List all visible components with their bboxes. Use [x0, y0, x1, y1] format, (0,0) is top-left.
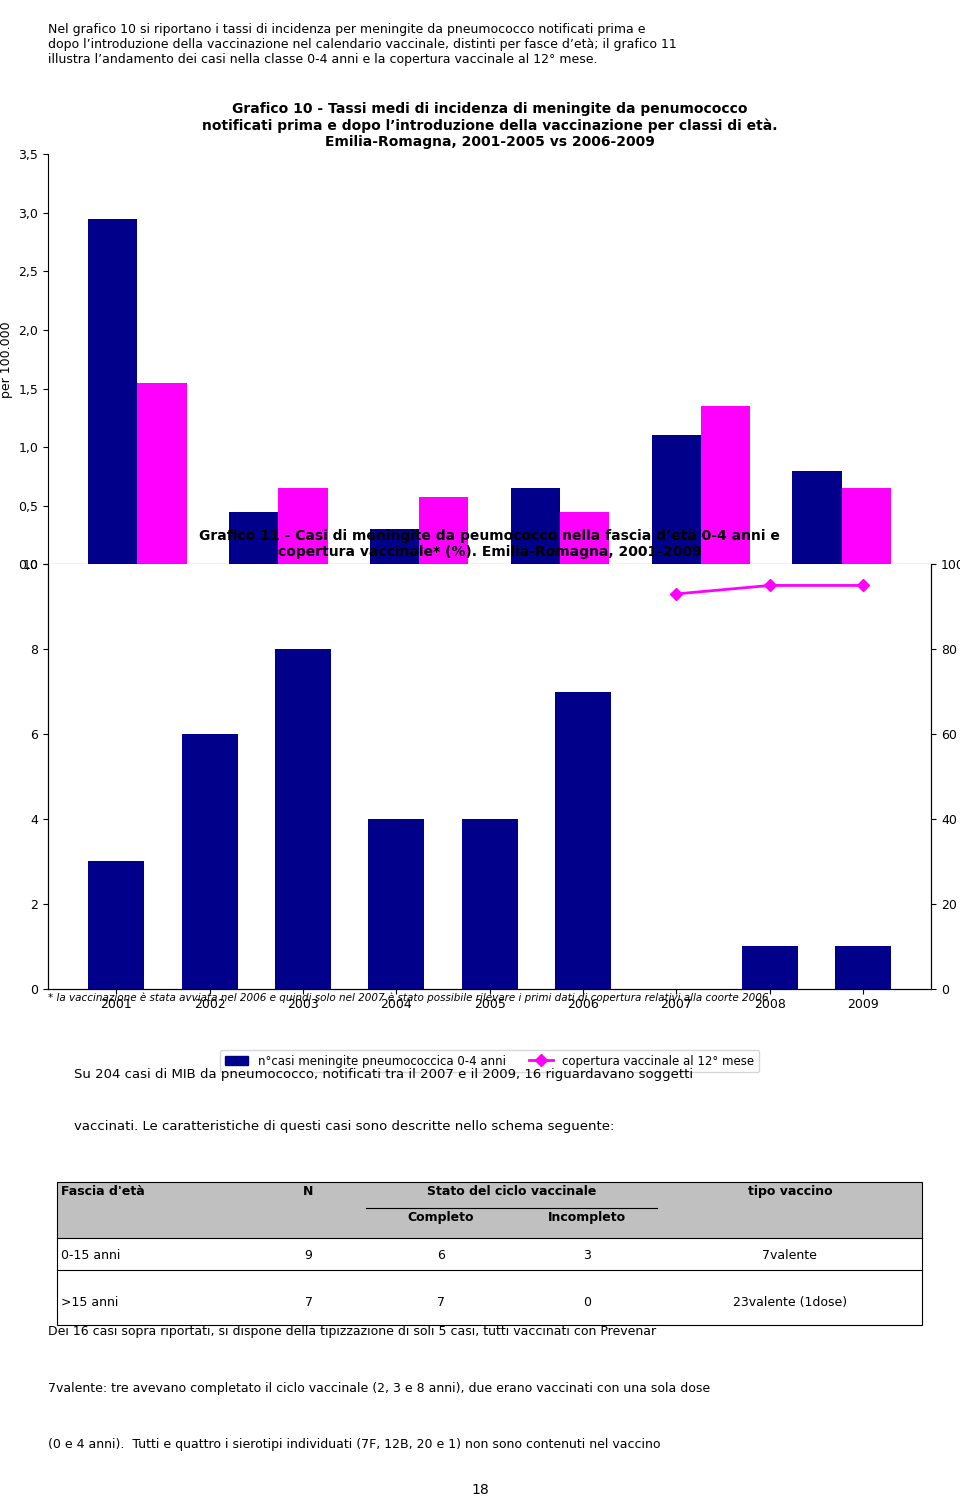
Text: Nel grafico 10 si riportano i tassi di incidenza per meningite da pneumococco no: Nel grafico 10 si riportano i tassi di i…	[48, 23, 677, 65]
Text: >15 anni: >15 anni	[61, 1296, 119, 1310]
Text: Dei 16 casi sopra riportati, si dispone della tipizzazione di soli 5 casi, tutti: Dei 16 casi sopra riportati, si dispone …	[48, 1325, 656, 1338]
Title: Grafico 10 - Tassi medi di incidenza di meningite da penumococco
notificati prim: Grafico 10 - Tassi medi di incidenza di …	[202, 103, 778, 149]
Bar	[275, 649, 331, 988]
Text: vaccinati. Le caratteristiche di questi casi sono descritte nello schema seguent: vaccinati. Le caratteristiche di questi …	[75, 1120, 614, 1133]
Bar	[511, 487, 560, 564]
Bar	[370, 530, 420, 564]
Text: 9: 9	[304, 1249, 313, 1262]
Bar	[462, 819, 517, 988]
Text: 7valente: 7valente	[762, 1249, 817, 1262]
Text: tipo vaccino: tipo vaccino	[748, 1185, 832, 1198]
Text: (0 e 4 anni).  Tutti e quattro i sierotipi individuati (7F, 12B, 20 e 1) non son: (0 e 4 anni). Tutti e quattro i sierotip…	[48, 1438, 660, 1452]
Text: 23valente (1dose): 23valente (1dose)	[732, 1296, 847, 1310]
Text: N: N	[303, 1185, 314, 1198]
Text: 0-15 anni: 0-15 anni	[61, 1249, 121, 1262]
Text: 18: 18	[471, 1483, 489, 1497]
Legend: pre-vaccino, post-vaccino: pre-vaccino, post-vaccino	[368, 635, 612, 659]
Text: Completo: Completo	[408, 1212, 474, 1224]
Bar	[835, 946, 891, 988]
Bar	[369, 819, 424, 988]
Bar	[555, 691, 611, 988]
Bar	[742, 946, 798, 988]
Text: 7: 7	[304, 1296, 313, 1310]
Text: 7valente: tre avevano completato il ciclo vaccinale (2, 3 e 8 anni), due erano v: 7valente: tre avevano completato il cicl…	[48, 1382, 710, 1394]
Y-axis label: per 100.000: per 100.000	[0, 321, 12, 397]
Bar	[792, 471, 842, 564]
Text: 6: 6	[437, 1249, 445, 1262]
Text: Stato del ciclo vaccinale: Stato del ciclo vaccinale	[427, 1185, 596, 1198]
Bar	[560, 512, 610, 564]
Bar	[701, 406, 750, 564]
Bar	[842, 487, 891, 564]
Title: Grafico 11 - Casi di meningite da peumococco nella fascia d’età 0-4 anni e
coper: Grafico 11 - Casi di meningite da peumoc…	[199, 528, 780, 558]
Bar	[229, 512, 278, 564]
Text: 0: 0	[583, 1296, 590, 1310]
Bar	[57, 1182, 923, 1237]
Bar	[88, 219, 137, 564]
Bar	[137, 383, 187, 564]
Text: * la vaccinazione è stata avviata nel 2006 e quindi solo nel 2007 è stato possib: * la vaccinazione è stata avviata nel 20…	[48, 993, 769, 1003]
Text: 3: 3	[583, 1249, 590, 1262]
Text: Fascia d'età: Fascia d'età	[61, 1185, 145, 1198]
Legend: n°casi meningite pneumococcica 0-4 anni, copertura vaccinale al 12° mese: n°casi meningite pneumococcica 0-4 anni,…	[220, 1050, 759, 1073]
Bar	[88, 862, 144, 988]
Bar	[181, 733, 237, 988]
Text: Incompleto: Incompleto	[548, 1212, 626, 1224]
Bar	[278, 487, 327, 564]
Bar	[420, 498, 468, 564]
Text: Su 204 casi di MIB da pneumococco, notificati tra il 2007 e il 2009, 16 riguarda: Su 204 casi di MIB da pneumococco, notif…	[75, 1068, 694, 1080]
Text: 7: 7	[437, 1296, 445, 1310]
Bar	[652, 436, 701, 564]
